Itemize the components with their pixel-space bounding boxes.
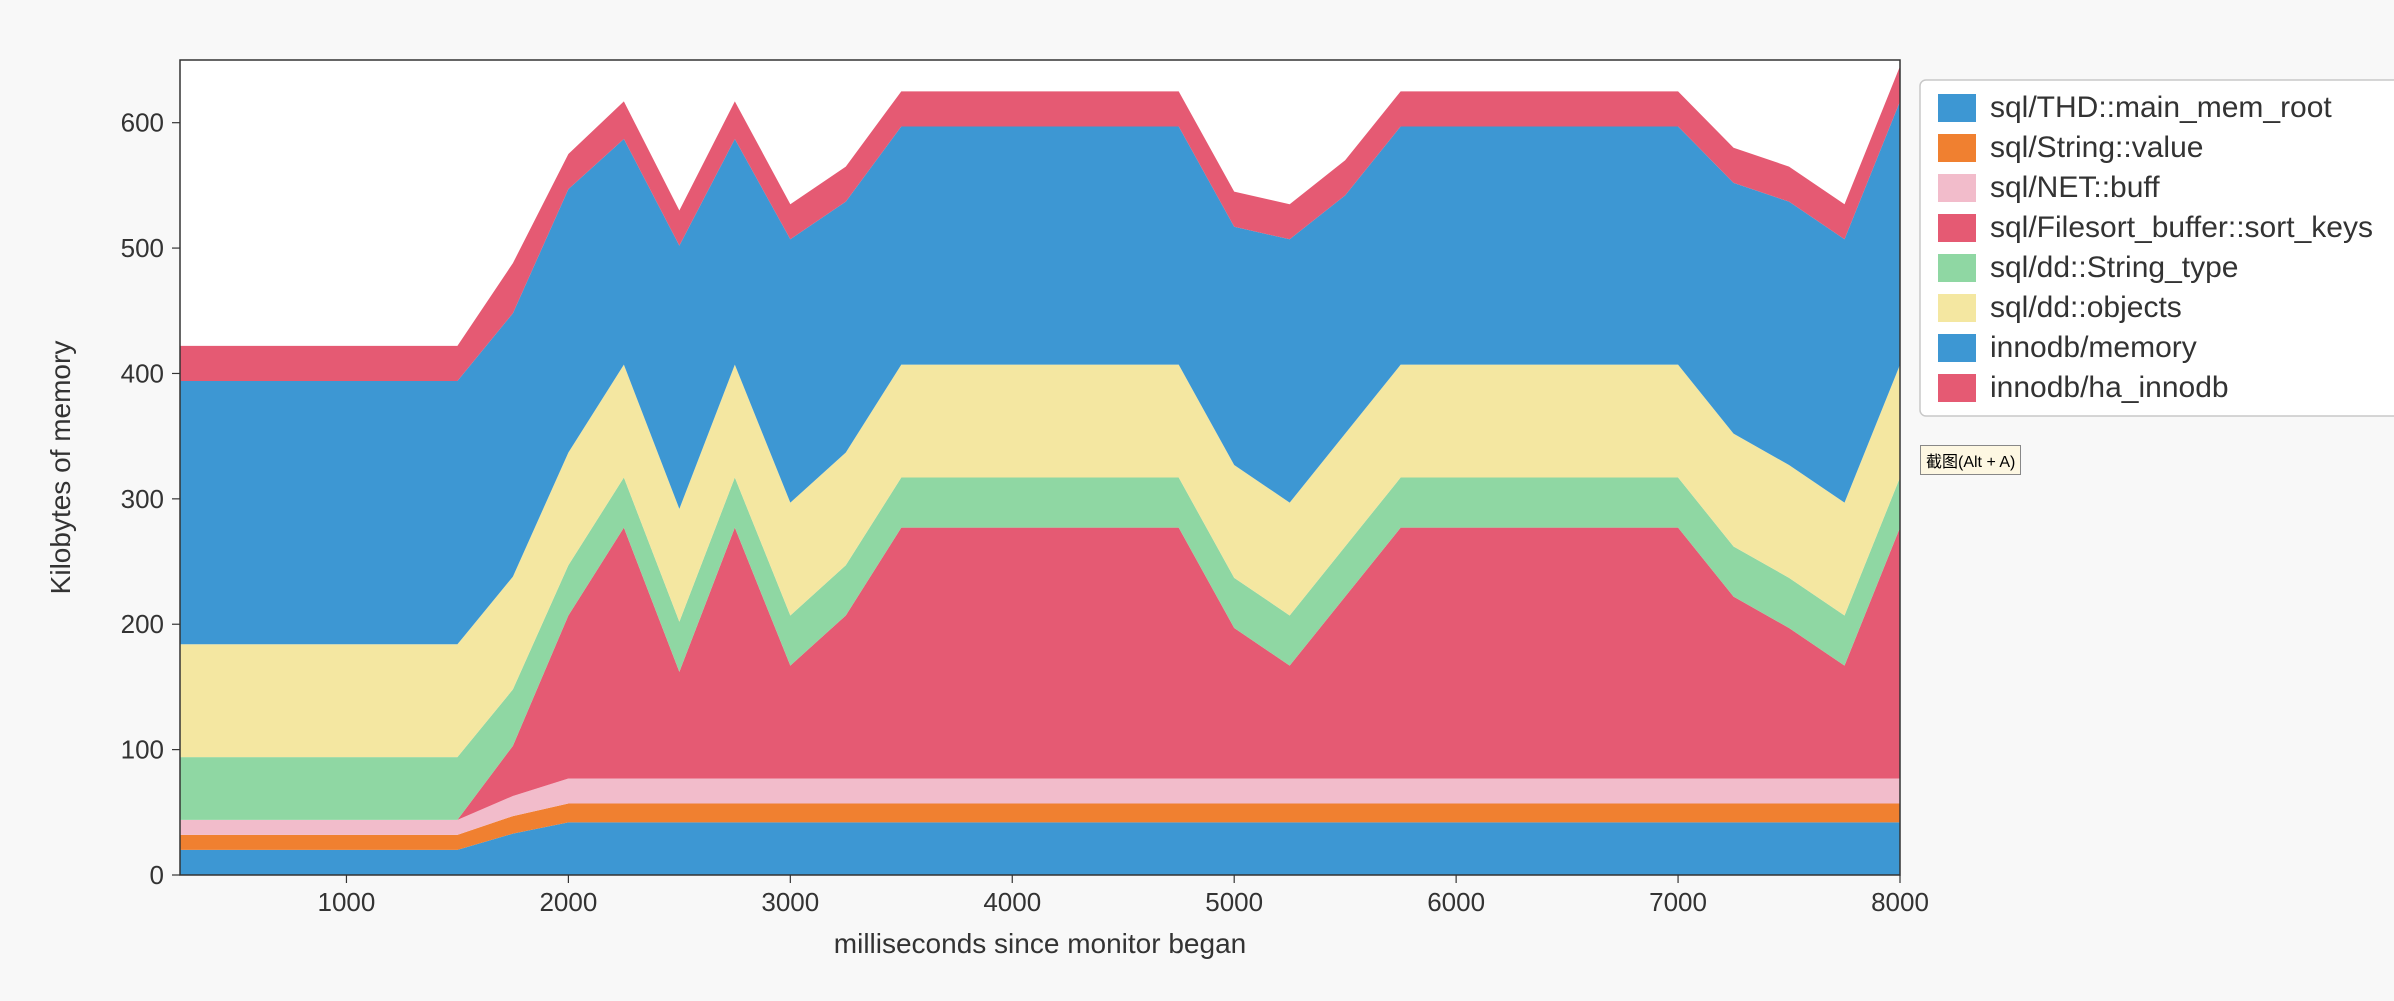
- legend-swatch: [1938, 174, 1976, 202]
- x-tick-label: 2000: [539, 887, 597, 917]
- legend-label: innodb/ha_innodb: [1990, 371, 2229, 404]
- legend-swatch: [1938, 374, 1976, 402]
- y-tick-label: 200: [121, 609, 164, 639]
- y-tick-label: 300: [121, 484, 164, 514]
- legend-swatch: [1938, 334, 1976, 362]
- y-tick-label: 500: [121, 233, 164, 263]
- legend-swatch: [1938, 94, 1976, 122]
- x-tick-label: 1000: [318, 887, 376, 917]
- y-tick-label: 400: [121, 358, 164, 388]
- x-axis-label: milliseconds since monitor began: [834, 928, 1246, 959]
- legend-swatch: [1938, 214, 1976, 242]
- legend-label: sql/dd::String_type: [1990, 251, 2238, 284]
- legend-label: sql/NET::buff: [1990, 171, 2160, 204]
- x-tick-label: 5000: [1205, 887, 1263, 917]
- legend-label: sql/THD::main_mem_root: [1990, 91, 2332, 124]
- legend-swatch: [1938, 294, 1976, 322]
- y-tick-label: 0: [150, 860, 164, 890]
- legend-swatch: [1938, 134, 1976, 162]
- legend-label: innodb/memory: [1990, 331, 2197, 364]
- legend-swatch: [1938, 254, 1976, 282]
- y-axis-label: Kilobytes of memory: [45, 341, 76, 595]
- legend-label: sql/String::value: [1990, 131, 2203, 164]
- x-tick-label: 8000: [1871, 887, 1929, 917]
- screenshot-hint-tooltip: 截图(Alt + A): [1920, 445, 2021, 475]
- legend-label: sql/Filesort_buffer::sort_keys: [1990, 211, 2373, 244]
- x-tick-label: 6000: [1427, 887, 1485, 917]
- legend-label: sql/dd::objects: [1990, 291, 2182, 324]
- y-tick-label: 100: [121, 735, 164, 765]
- x-tick-label: 7000: [1649, 887, 1707, 917]
- x-tick-label: 3000: [761, 887, 819, 917]
- y-tick-label: 600: [121, 108, 164, 138]
- x-tick-label: 4000: [983, 887, 1041, 917]
- stacked-area-chart: 1000 2000 3000 4000 5000 6000 7000 8000 0 100 200 3…: [0, 0, 2394, 1001]
- chart-container: 1000 2000 3000 4000 5000 6000 7000 8000 0 100 200 3…: [0, 0, 2394, 1001]
